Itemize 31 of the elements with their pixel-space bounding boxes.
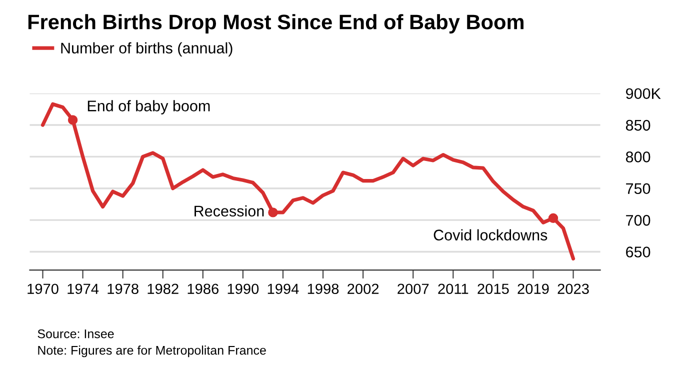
x-tick-label: 2023 [558, 284, 589, 294]
legend-label: Number of births (annual) [61, 42, 232, 57]
x-tick-label: 1994 [268, 284, 299, 294]
y-tick-label: 750 [626, 183, 650, 194]
annotation: Covid lockdowns [434, 229, 548, 240]
x-tick-label: 1982 [148, 284, 178, 294]
x-tick-label: 1974 [68, 284, 99, 294]
point [548, 213, 558, 224]
y-tick-label: 850 [626, 120, 650, 131]
x-tick-label: 2019 [518, 284, 549, 294]
x-tick-label: 1978 [108, 284, 138, 294]
x-tick-label: 2015 [478, 284, 509, 294]
y-tick-label: 800 [626, 152, 650, 162]
x-tick-label: 1986 [188, 284, 218, 294]
text: Note: Figures are for Metropolitan France [38, 346, 266, 358]
y-tick-label: 900K [626, 88, 661, 100]
x-tick-label: 2011 [438, 284, 468, 294]
point [268, 208, 278, 218]
x-tick-label: 2002 [348, 284, 379, 294]
chart-title: French Births Drop Most Since End of Baby Boom [28, 14, 524, 34]
point [68, 115, 78, 125]
x-tick-label: 2007 [398, 284, 429, 294]
annotation: End of baby boom [88, 100, 210, 114]
y-tick-label: 650 [626, 246, 650, 258]
x-tick-label: 1998 [308, 284, 339, 294]
y-tick-label: 700 [626, 214, 650, 226]
line-series [40, 102, 576, 261]
annotation: Recession [194, 205, 264, 217]
source-note: Source: Insee [38, 329, 114, 338]
x-tick-label: 1970 [28, 284, 58, 294]
x-tick-label: 1990 [228, 284, 259, 294]
